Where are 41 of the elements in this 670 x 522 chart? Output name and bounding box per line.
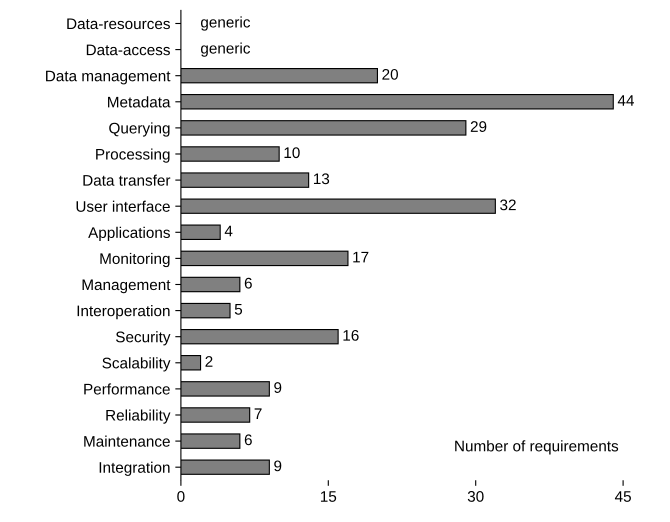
y-tick-label: Management — [82, 280, 170, 294]
data-label: 20 — [382, 68, 398, 80]
x-tick-label: 30 — [468, 491, 484, 502]
y-tick-label: User interface — [76, 200, 170, 212]
y-tick-label: Reliability — [106, 409, 170, 424]
data-label: 29 — [470, 121, 486, 132]
y-tick-label: Data-access — [86, 44, 170, 56]
y-tick-label: Querying — [109, 122, 170, 137]
y-tick-label: Performance — [84, 383, 170, 395]
x-tick-label: 0 — [177, 491, 185, 502]
y-tick-label: Data transfer — [83, 174, 170, 186]
y-tick-label: Metadata — [108, 96, 170, 108]
y-tick-label: Monitoring — [100, 252, 170, 268]
data-label: 2 — [205, 356, 212, 367]
x-tick-label: 45 — [614, 491, 631, 502]
data-label: 32 — [500, 199, 516, 210]
data-label: 16 — [343, 330, 359, 341]
data-label: 7 — [254, 408, 262, 419]
y-tick-label: Data management — [46, 70, 170, 84]
y-tick-label: Scalability — [102, 357, 170, 372]
data-label: 6 — [244, 278, 252, 289]
y-tick-label: Interoperation — [78, 305, 170, 320]
data-label: 4 — [224, 226, 232, 236]
data-label: 5 — [234, 304, 242, 315]
data-label: 17 — [353, 252, 368, 262]
data-label: 44 — [618, 95, 634, 106]
y-tick-label: Maintenance — [84, 436, 170, 447]
y-tick-label: Data-resources — [67, 18, 170, 30]
y-tick-label: Processing — [96, 148, 170, 163]
text: generic — [200, 42, 250, 57]
text: generic — [200, 16, 250, 31]
data-label: 13 — [314, 173, 330, 184]
data-label: 6 — [244, 434, 252, 446]
y-tick-label: Integration — [100, 462, 170, 476]
y-tick-label: Security — [116, 331, 170, 346]
x-tick-label: 15 — [320, 491, 336, 502]
annotation: Number of requirements — [455, 440, 618, 454]
data-label: 10 — [284, 147, 300, 158]
data-label: 9 — [274, 460, 282, 472]
data-label: 9 — [274, 382, 282, 393]
y-tick-label: Applications — [88, 226, 170, 241]
